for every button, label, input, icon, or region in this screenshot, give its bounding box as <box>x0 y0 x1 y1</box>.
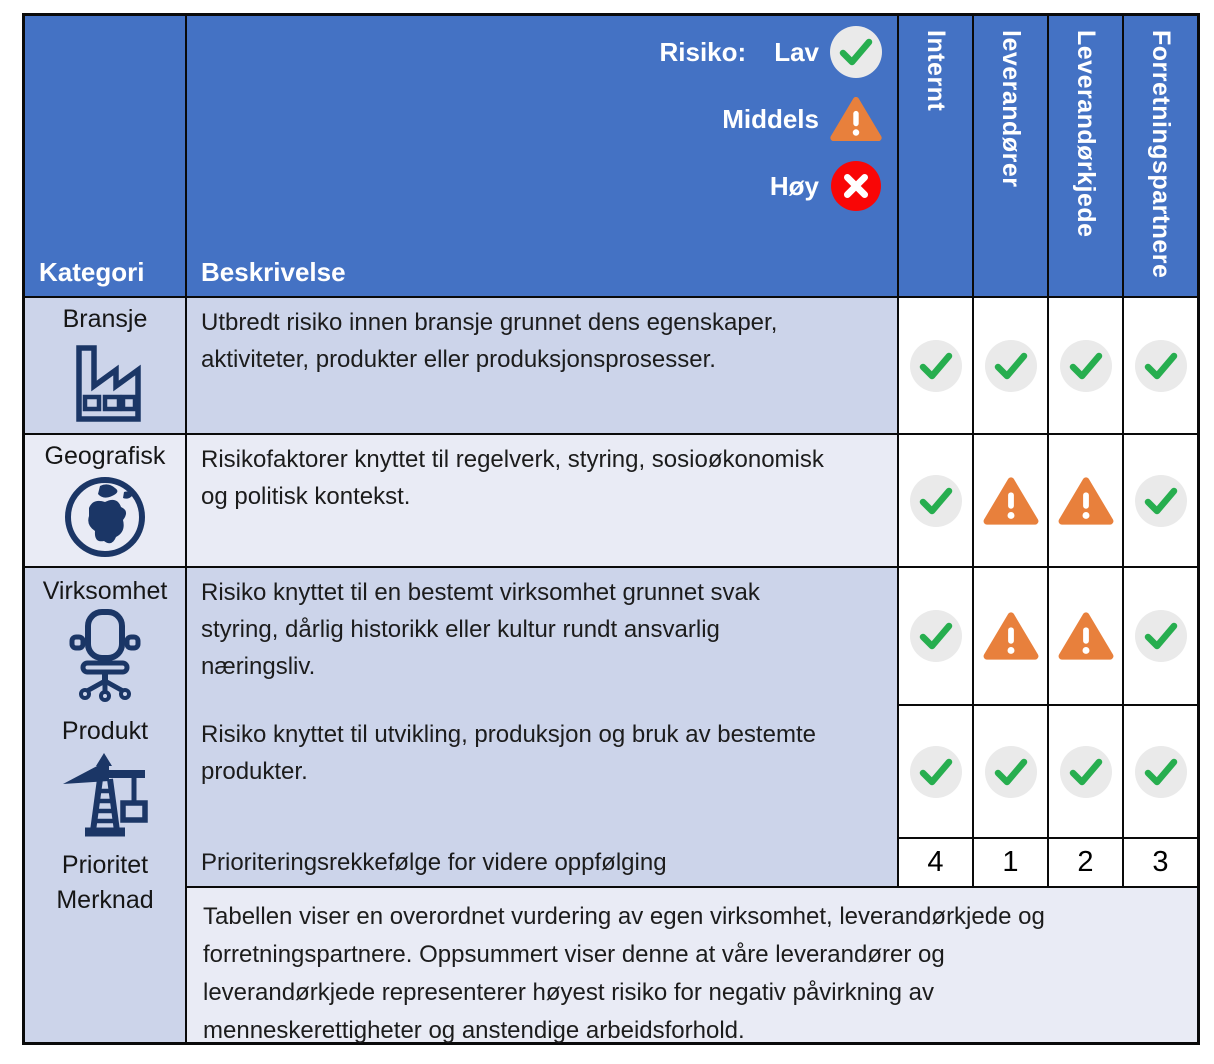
risk-cell-bransje-leverandorkjede <box>1049 298 1122 433</box>
legend-title: Risiko: <box>659 36 747 67</box>
priority-value-internt: 4 <box>899 839 972 886</box>
risk-cell-geografisk-internt <box>899 435 972 566</box>
column-header-leverandorer: leverandører <box>974 16 1047 296</box>
crane-icon <box>63 753 148 837</box>
risk-cell-geografisk-forretningspartnere <box>1124 435 1197 566</box>
low-risk-check-icon <box>829 26 883 78</box>
note-text: Tabellen viser en overordnet vurdering a… <box>203 903 1045 1044</box>
risk-cell-produkt-leverandorer <box>974 706 1047 837</box>
column-header-forretningspartnere: Forretningspartnere <box>1124 16 1197 296</box>
factory-icon <box>76 345 141 422</box>
risk-cell-bransje-forretningspartnere <box>1124 298 1197 433</box>
priority-value-leverandorer: 1 <box>974 839 1047 886</box>
category-cell-bransje: Bransje <box>25 298 185 433</box>
legend-label-medium: Middels <box>722 103 819 134</box>
category-label-produkt: Produkt <box>61 717 149 745</box>
high-risk-cross-icon <box>829 160 883 212</box>
legend-row-low: Risiko: Lav <box>660 26 884 78</box>
globe-icon <box>65 477 145 557</box>
description-cell-geografisk: Risikofaktorer knyttet til regelverk, st… <box>187 435 897 566</box>
risk-legend: Risiko: Lav Middels <box>660 26 884 212</box>
legend-row-medium: Middels <box>722 93 883 145</box>
description-virksomhet: Risiko knyttet til en bestemt virksomhet… <box>201 579 760 681</box>
beskrivelse-header-label: Beskrivelse <box>201 257 346 287</box>
category-cell-merged: Virksomhet Produkt <box>25 568 185 1042</box>
legend-label-high: Høy <box>769 170 819 201</box>
risk-cell-bransje-internt <box>899 298 972 433</box>
category-label-prioritet: Prioritet <box>61 851 149 879</box>
risk-assessment-table: Kategori Risiko: Lav Middels <box>22 13 1200 1045</box>
priority-value-leverandorkjede: 2 <box>1049 839 1122 886</box>
kategori-header-cell: Kategori <box>25 16 185 296</box>
category-label-geografisk: Geografisk <box>44 442 166 470</box>
description-prioritet: Prioriteringsrekkefølge for videre oppfø… <box>201 848 667 876</box>
risk-cell-produkt-internt <box>899 706 972 837</box>
risk-cell-geografisk-leverandorer <box>974 435 1047 566</box>
description-cell-merged: Risiko knyttet til en bestemt virksomhet… <box>187 568 897 886</box>
risk-cell-virksomhet-forretningspartnere <box>1124 568 1197 704</box>
description-cell-bransje: Utbredt risiko innen bransje grunnet den… <box>187 298 897 433</box>
risk-cell-produkt-forretningspartnere <box>1124 706 1197 837</box>
category-label-merknad: Merknad <box>56 886 154 914</box>
category-cell-geografisk: Geografisk <box>25 435 185 566</box>
medium-risk-warning-icon <box>829 93 883 145</box>
legend-label-low: Lav <box>774 36 819 67</box>
risk-cell-virksomhet-leverandorkjede <box>1049 568 1122 704</box>
description-produkt: Risiko knyttet til utvikling, produksjon… <box>201 721 816 786</box>
risk-cell-bransje-leverandorer <box>974 298 1047 433</box>
category-label-virksomhet: Virksomhet <box>42 577 168 605</box>
office-chair-icon <box>69 609 141 702</box>
note-cell: Tabellen viser en overordnet vurdering a… <box>187 888 1197 1044</box>
priority-value-forretningspartnere: 3 <box>1124 839 1197 886</box>
risk-cell-produkt-leverandorkjede <box>1049 706 1122 837</box>
column-header-internt: Internt <box>899 16 972 296</box>
risk-cell-geografisk-leverandorkjede <box>1049 435 1122 566</box>
kategori-header-label: Kategori <box>39 257 145 287</box>
risk-cell-virksomhet-internt <box>899 568 972 704</box>
category-label-bransje: Bransje <box>62 305 148 333</box>
beskrivelse-header-cell: Risiko: Lav Middels <box>187 16 897 296</box>
risk-cell-virksomhet-leverandorer <box>974 568 1047 704</box>
legend-row-high: Høy <box>770 160 883 212</box>
column-header-leverandorkjede: Leverandørkjede <box>1049 16 1122 296</box>
